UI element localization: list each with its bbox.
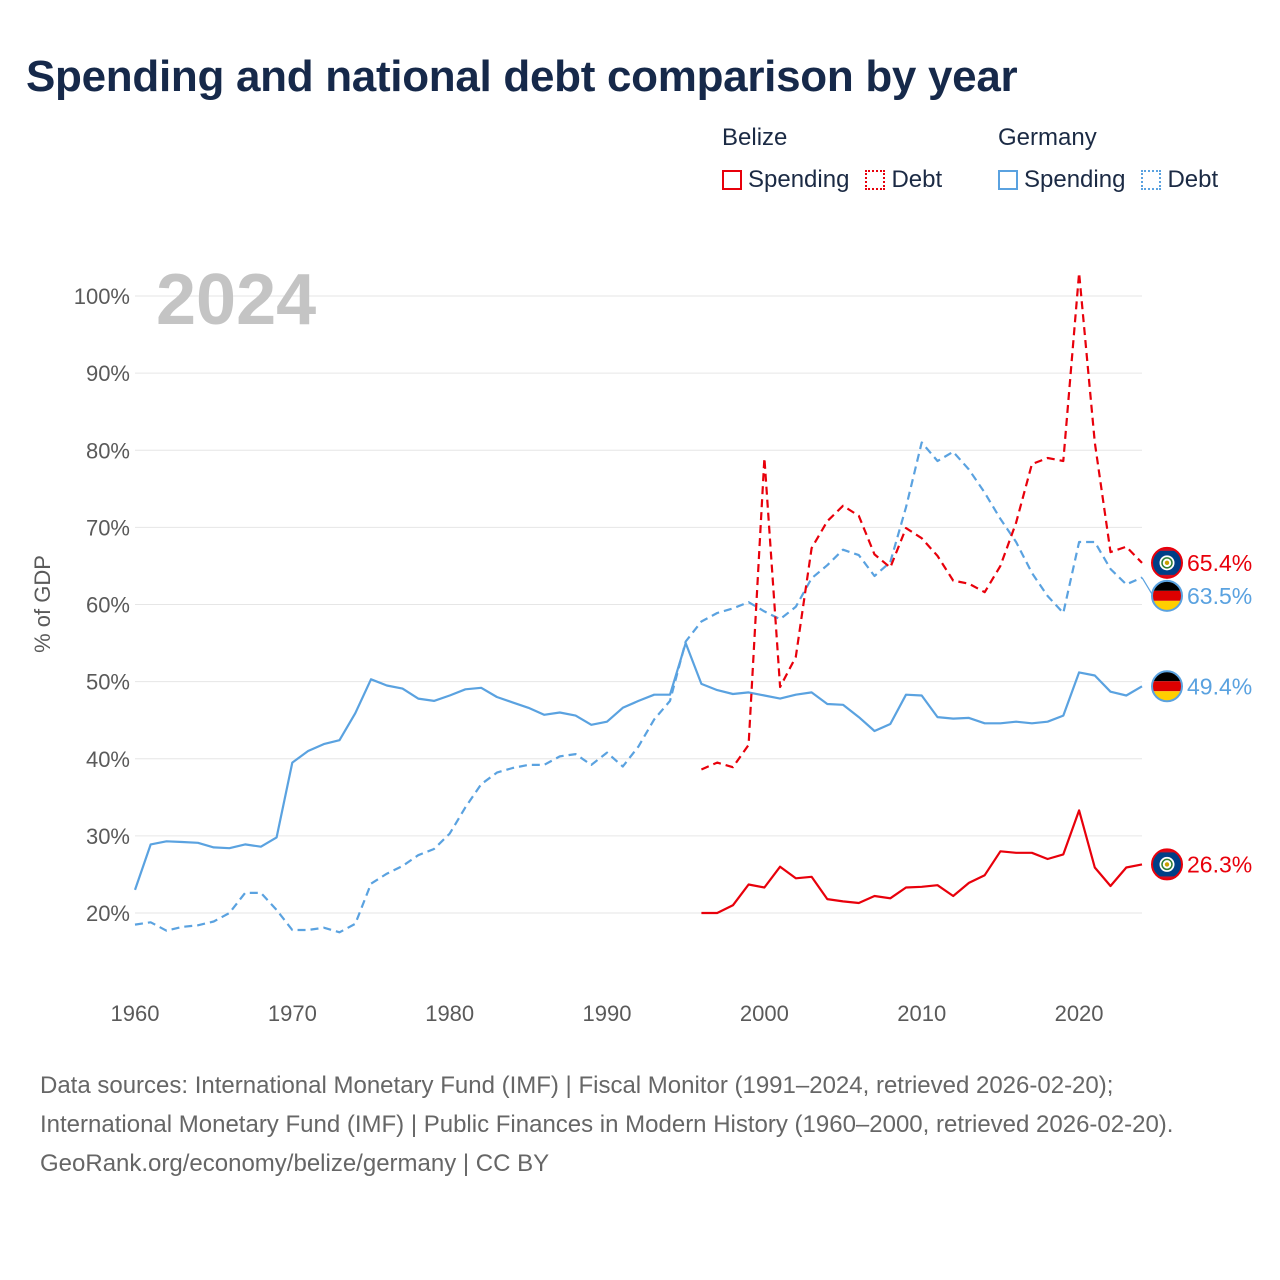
legend-item-label: Debt — [1167, 166, 1219, 193]
x-tick-label: 1990 — [583, 1001, 632, 1026]
dotted-swatch-icon — [1141, 170, 1162, 190]
flag-ring — [1151, 546, 1183, 579]
y-tick-label: 90% — [86, 361, 130, 386]
legend-group-germany: Germany Spending Debt — [998, 124, 1218, 194]
y-tick-label: 40% — [86, 747, 130, 772]
x-tick-label: 2020 — [1055, 1001, 1104, 1026]
credit-line: GeoRank.org/economy/belize/germany | CC … — [40, 1150, 550, 1177]
y-tick-label: 30% — [86, 824, 130, 849]
legend-item-label: Spending — [748, 166, 850, 193]
flag-ring — [1151, 579, 1183, 612]
label-connector — [1141, 577, 1154, 597]
x-tick-label: 2000 — [740, 1001, 789, 1026]
solid-swatch-icon — [722, 170, 742, 190]
data-sources: Data sources: International Monetary Fun… — [40, 1072, 1174, 1138]
x-tick-label: 1980 — [425, 1001, 474, 1026]
footer: Data sources: International Monetary Fun… — [40, 1066, 1240, 1183]
legend-item-label: Debt — [891, 166, 943, 193]
legend-item-germany-debt[interactable]: Debt — [1141, 166, 1218, 194]
legend-group-name: Germany — [998, 124, 1097, 151]
end-value-label: 26.3% — [1187, 851, 1252, 877]
legend-group-belize: Belize Spending Debt — [722, 124, 942, 194]
end-value-label: 63.5% — [1187, 583, 1252, 609]
y-tick-label: 70% — [86, 515, 130, 540]
series-lines — [133, 271, 1143, 934]
belize-flag-icon — [1151, 546, 1183, 579]
y-axis-ticks: 20% 30% 40% 50% 60% 70% 80% 90% 100% — [74, 284, 130, 926]
end-value-label: 65.4% — [1187, 550, 1252, 576]
solid-swatch-icon — [998, 170, 1018, 190]
line-chart: 2024 20%30%40%50%60%70%80%90%100% 1960 19… — [30, 260, 1252, 1026]
y-tick-label: 50% — [86, 670, 130, 695]
x-tick-label: 2010 — [897, 1001, 946, 1026]
germany-flag-icon — [1151, 579, 1183, 612]
legend-group-name: Belize — [722, 124, 788, 151]
x-tick-label: 1960 — [111, 1001, 160, 1026]
series-line-germany-spending[interactable] — [133, 641, 1143, 891]
y-tick-label: 80% — [86, 438, 130, 463]
year-label: 2024 — [156, 260, 316, 340]
gridlines — [135, 295, 1142, 914]
dotted-swatch-icon — [865, 170, 886, 190]
germany-flag-icon — [1151, 670, 1183, 703]
legend-item-label: Spending — [1024, 166, 1126, 193]
flag-ring — [1151, 670, 1183, 703]
y-tick-label: 60% — [86, 593, 130, 618]
flag-ring — [1151, 848, 1183, 881]
x-tick-label: 1970 — [268, 1001, 317, 1026]
y-tick-label: 100% — [74, 284, 130, 309]
belize-flag-icon — [1151, 848, 1183, 881]
series-line-belize-spending[interactable] — [701, 809, 1143, 915]
end-labels: 65.4% 63.5% 49.4% 26.3% — [1141, 546, 1252, 881]
legend-item-belize-spending[interactable]: Spending — [722, 166, 849, 194]
series-line-belize-debt[interactable] — [700, 271, 1143, 771]
legend-item-belize-debt[interactable]: Debt — [865, 166, 942, 194]
series-line-germany-debt[interactable] — [134, 441, 1143, 934]
x-axis-ticks: 1960 1970 1980 1990 2000 2010 2020 — [111, 1001, 1104, 1026]
y-axis-label: % of GDP — [30, 555, 55, 653]
end-value-label: 49.4% — [1187, 673, 1252, 699]
y-tick-label: 20% — [86, 901, 130, 926]
legend-item-germany-spending[interactable]: Spending — [998, 166, 1125, 194]
chart-title: Spending and national debt comparison by… — [26, 52, 1018, 101]
